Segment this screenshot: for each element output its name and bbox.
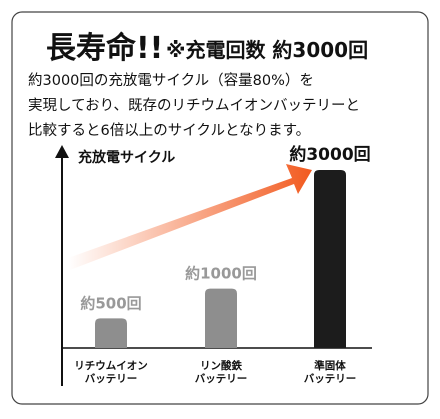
value-label: 約1000回 bbox=[185, 265, 257, 283]
value-label: 約500回 bbox=[80, 294, 141, 312]
x-tick-label: 準固体 bbox=[314, 359, 346, 372]
description-line: 約3000回の充放電サイクル（容量80%）を bbox=[28, 72, 314, 89]
value-label: 約3000回 bbox=[289, 144, 370, 165]
y-axis-label: 充放電サイクル bbox=[78, 149, 175, 166]
title: 長寿命!! bbox=[46, 31, 163, 66]
subtitle: ※充電回数 約3000回 bbox=[166, 38, 368, 62]
bar bbox=[205, 288, 237, 348]
x-tick-label: リン酸鉄 bbox=[200, 359, 242, 372]
x-tick-label: リチウムイオン bbox=[74, 360, 148, 372]
x-tick-label: バッテリー bbox=[85, 373, 138, 385]
bar bbox=[314, 170, 346, 348]
y-axis-arrow bbox=[55, 145, 69, 158]
description-line: 実現しており、既存のリチウムイオンバッテリーと bbox=[28, 97, 360, 114]
x-tick-label: バッテリー bbox=[304, 373, 357, 385]
x-tick-label: バッテリー bbox=[195, 373, 248, 385]
bar bbox=[95, 318, 127, 348]
description-line: 比較すると6倍以上のサイクルとなります。 bbox=[28, 121, 310, 139]
growth-arrow bbox=[68, 164, 312, 270]
